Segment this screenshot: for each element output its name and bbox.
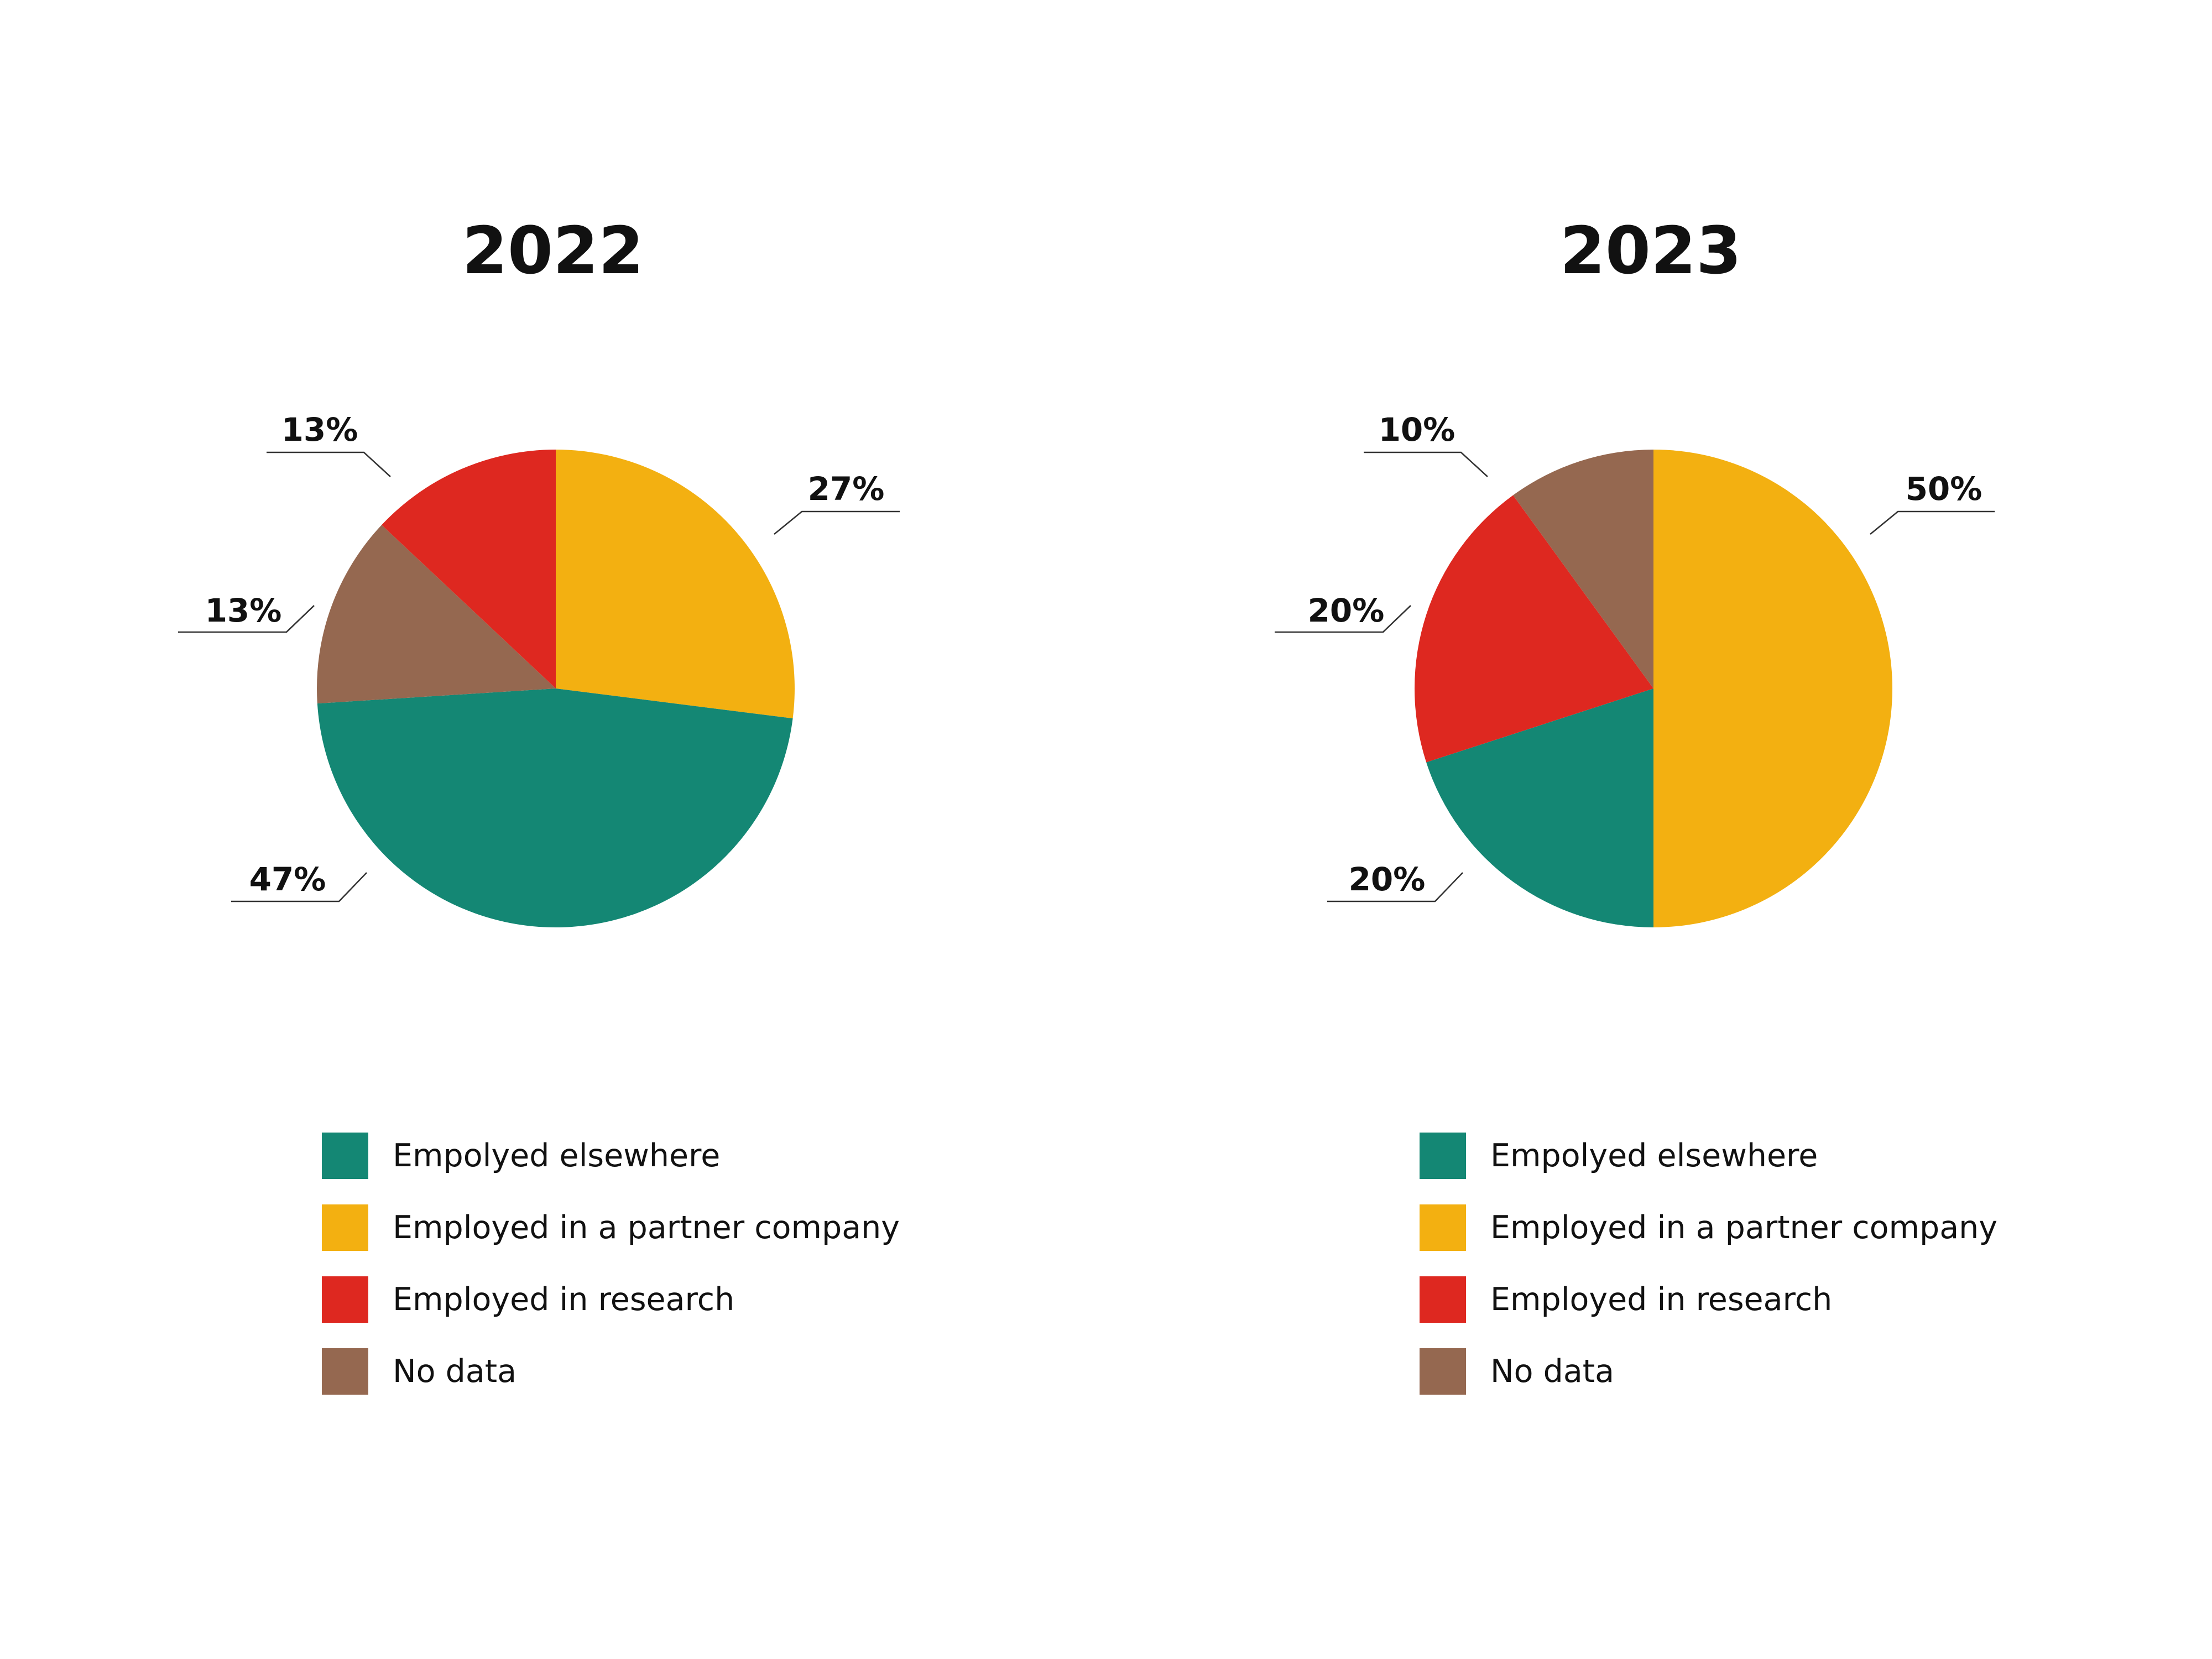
legend-swatch-partner	[322, 1204, 368, 1251]
pie-slice-2023-empolyed-elsewhere	[1426, 688, 1653, 927]
legend-label: Employed in research	[393, 1281, 735, 1318]
legend-label: No data	[393, 1353, 517, 1390]
pie-slice-2022-no-data	[316, 525, 556, 704]
slice-label-2022-partner: 27%	[808, 470, 885, 508]
legend-label: No data	[1490, 1353, 1615, 1390]
legend-label: Empolyed elsewhere	[393, 1138, 721, 1174]
legend-swatch-elsewhere	[322, 1133, 368, 1179]
leader-line-2023-no-data	[1364, 451, 1488, 477]
pie-chart-2022	[316, 450, 795, 927]
slice-label-2023-no-data: 10%	[1379, 411, 1455, 448]
slice-label-2022-elsewhere: 47%	[249, 860, 326, 898]
legend-swatch-research	[322, 1276, 368, 1323]
pie-slice-2022-employed-in-research	[382, 450, 556, 688]
leader-line-2023-elsewhere	[1327, 872, 1463, 902]
legend-swatch-elsewhere	[1420, 1133, 1466, 1179]
legend-label: Empolyed elsewhere	[1490, 1138, 1818, 1174]
leader-line-2022-no-data	[178, 605, 315, 633]
legend-label: Employed in a partner company	[1490, 1209, 1998, 1246]
pie-slice-2023-no-data	[1513, 450, 1653, 688]
pie-chart-2023	[1414, 450, 1892, 927]
chart-title-2022: 2022	[462, 212, 644, 289]
leader-line-2022-research	[267, 451, 391, 477]
legend-swatch-partner	[1420, 1204, 1466, 1251]
slice-label-2022-research: 13%	[281, 411, 358, 448]
leader-line-2022-partner	[774, 510, 900, 535]
slice-label-2022-no-data: 13%	[205, 592, 282, 629]
legend-label: Employed in research	[1490, 1281, 1833, 1318]
pie-slice-2023-employed-in-a-partner-company	[1653, 450, 1892, 927]
slice-label-2023-partner: 50%	[1906, 470, 1983, 508]
chart-title-2023: 2023	[1560, 212, 1741, 289]
legend-swatch-no-data	[322, 1348, 368, 1395]
pie-slice-2022-empolyed-elsewhere	[317, 688, 793, 927]
legend-label: Employed in a partner company	[393, 1209, 900, 1246]
slice-label-2023-research: 20%	[1308, 592, 1385, 629]
leader-line-2022-elsewhere	[231, 872, 367, 902]
leader-line-2023-partner	[1870, 510, 1995, 535]
legend-swatch-research	[1420, 1276, 1466, 1323]
slice-label-2023-elsewhere: 20%	[1349, 860, 1426, 898]
leader-line-2023-research	[1275, 605, 1411, 633]
legend-swatch-no-data	[1420, 1348, 1466, 1395]
pie-slice-2022-employed-in-a-partner-company	[556, 450, 795, 719]
pie-slice-2023-employed-in-research	[1414, 495, 1653, 763]
